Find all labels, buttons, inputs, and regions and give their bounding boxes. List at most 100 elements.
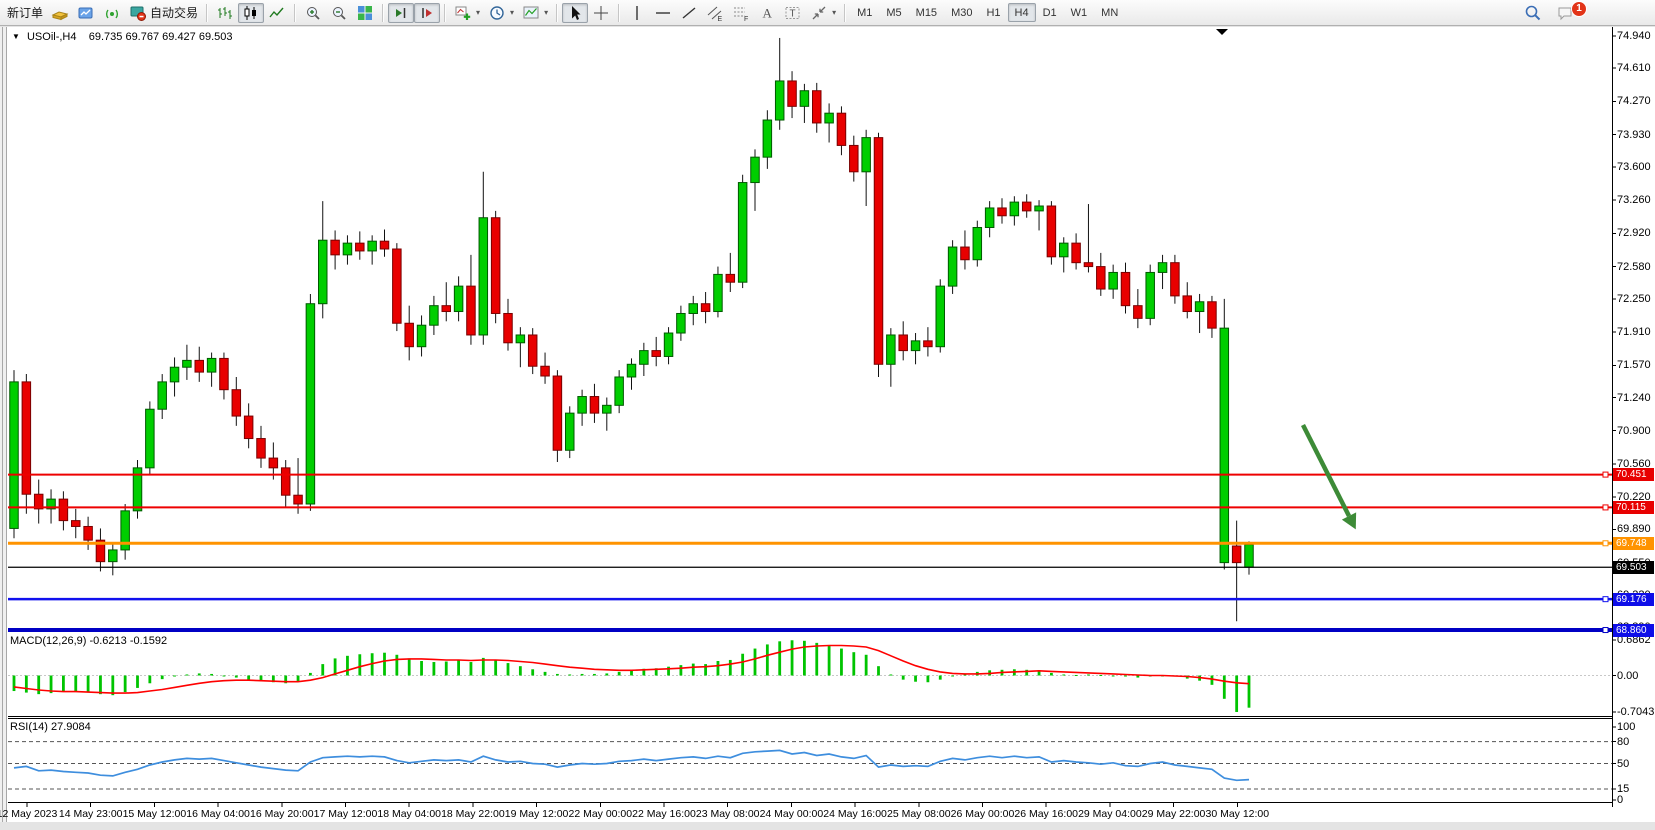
price-line-label[interactable]: 70.115 <box>1613 500 1654 514</box>
hline-button[interactable] <box>650 3 676 23</box>
left-gutter <box>0 27 7 822</box>
periods-button[interactable]: ▾ <box>484 3 518 23</box>
zoom-out-button[interactable] <box>326 3 352 23</box>
crosshair-button[interactable] <box>588 3 614 23</box>
price-tick-label: 74.610 <box>1617 62 1651 75</box>
price-line-label[interactable]: 69.748 <box>1613 536 1654 550</box>
date-label: 18 May 04:00 <box>377 808 442 820</box>
price-tick-label: 69.890 <box>1617 523 1651 536</box>
date-label: 18 May 22:00 <box>441 808 505 820</box>
zoom-in-button[interactable] <box>300 3 326 23</box>
line-handle[interactable] <box>1602 627 1609 634</box>
ohlc-values: 69.735 69.767 69.427 69.503 <box>88 31 233 43</box>
templates-button[interactable]: ▾ <box>518 3 552 23</box>
gold-bar-button[interactable] <box>47 3 73 23</box>
dropdown-caret-icon[interactable]: ▾ <box>832 8 837 17</box>
main-toolbar: 新订单 自动交易 ▾ ▾ ▾ E F A T ▾ M1 M5 M15 M30 H1 H4 D1 W1 MN 1 <box>0 0 1655 26</box>
down-arrow-annotation[interactable] <box>1300 423 1357 530</box>
indicators-icon <box>455 6 471 20</box>
timeframe-d1-button[interactable]: D1 <box>1042 7 1057 19</box>
tile-windows-button[interactable] <box>352 3 378 23</box>
line-handle[interactable] <box>1602 596 1609 603</box>
dropdown-caret-icon[interactable]: ▾ <box>476 8 481 17</box>
date-label: 14 May 23:00 <box>58 808 123 820</box>
price-tick-label: 74.270 <box>1617 95 1651 108</box>
timeframe-h1-button[interactable]: H1 <box>986 7 1001 19</box>
timeframe-w1-button[interactable]: W1 <box>1070 7 1088 19</box>
auto-scroll-button[interactable] <box>414 2 441 23</box>
dropdown-caret-icon[interactable]: ▾ <box>510 8 515 17</box>
cursor-button[interactable] <box>562 2 589 23</box>
price-tick-label: 73.600 <box>1617 160 1651 173</box>
shapes-button[interactable]: ▾ <box>806 3 840 23</box>
date-label: 19 May 12:00 <box>504 808 569 820</box>
auto-scroll-icon <box>422 7 433 18</box>
rsi-indicator-label: RSI(14) 27.9084 <box>10 721 91 733</box>
chevron-down-icon[interactable]: ▼ <box>12 32 20 41</box>
price-chart-canvas[interactable] <box>0 27 1655 822</box>
trendline-icon <box>682 6 696 19</box>
candles-chart-button[interactable] <box>238 2 265 23</box>
chart-shift-marker-icon[interactable] <box>1216 29 1228 35</box>
line-handle[interactable] <box>1602 540 1609 547</box>
notification-badge: 1 <box>1571 0 1587 17</box>
toolbar-separator <box>844 3 847 22</box>
rsi-line <box>13 749 1250 782</box>
timeframe-m15-button[interactable]: M15 <box>915 7 938 19</box>
line-handle[interactable] <box>1602 504 1609 511</box>
timeframe-m1-button[interactable]: M1 <box>857 7 873 19</box>
bars-chart-button[interactable] <box>212 3 238 23</box>
price-line-label[interactable]: 69.503 <box>1613 560 1654 574</box>
signal-button[interactable] <box>99 3 125 23</box>
channel-button[interactable]: E <box>702 3 728 23</box>
chart-window-icon <box>78 7 93 18</box>
line-chart-button[interactable] <box>264 3 290 23</box>
fibonacci-button[interactable]: F <box>728 3 754 23</box>
crosshair-icon <box>594 5 609 20</box>
price-tick-label: 73.930 <box>1617 128 1651 141</box>
line-handle[interactable] <box>1602 471 1609 478</box>
autotrade-button[interactable]: 自动交易 <box>125 3 202 23</box>
toolbar-separator <box>618 3 621 22</box>
notifications-button[interactable]: 1 <box>1552 0 1597 23</box>
timeframe-h4-button[interactable]: H4 <box>1007 3 1036 22</box>
text-icon: A <box>763 5 773 20</box>
price-line-label[interactable]: 70.451 <box>1613 468 1654 482</box>
price-lines[interactable] <box>8 471 1612 634</box>
text-label-button[interactable]: T <box>780 3 806 23</box>
price-tick-label: 72.250 <box>1617 292 1651 305</box>
date-label: 24 May 16:00 <box>823 808 887 820</box>
price-tick-label: 74.940 <box>1617 30 1651 42</box>
price-line-label[interactable]: 68.860 <box>1613 623 1654 637</box>
price-line-label[interactable]: 69.176 <box>1613 592 1654 606</box>
candle-wicks <box>13 37 1250 622</box>
symbol-period-label: USOil-,H4 <box>26 31 77 43</box>
signal-icon <box>105 9 119 18</box>
macd-scale-label: 0.00 <box>1617 669 1639 682</box>
candle-bodies <box>9 80 1254 568</box>
shapes-icon <box>812 6 826 19</box>
vline-button[interactable] <box>624 3 650 23</box>
new-order-label: 新订单 <box>7 6 44 20</box>
toolbar-right-icons: 1 <box>1520 0 1655 23</box>
tile-windows-icon <box>358 5 373 20</box>
dropdown-caret-icon[interactable]: ▾ <box>544 8 549 17</box>
search-icon <box>1525 5 1541 20</box>
candles-chart-icon <box>244 5 257 20</box>
chart-shift-button[interactable] <box>388 2 415 23</box>
search-button[interactable] <box>1520 3 1546 23</box>
date-label: 24 May 00:00 <box>759 808 824 820</box>
macd-scale-label: -0.7043 <box>1617 705 1655 718</box>
timeframe-m5-button[interactable]: M5 <box>886 7 902 19</box>
chart-window-button[interactable] <box>73 3 99 23</box>
chart-window[interactable]: ▼ USOil-,H4 69.735 69.767 69.427 69.503 … <box>0 27 1655 822</box>
indicators-button[interactable]: ▾ <box>450 3 484 23</box>
timeframe-mn-button[interactable]: MN <box>1101 7 1119 19</box>
axis-ticks <box>26 35 1616 807</box>
date-label: 29 May 04:00 <box>1078 808 1142 820</box>
text-label-icon: T <box>785 6 800 19</box>
text-button[interactable]: A <box>754 3 780 23</box>
trendline-button[interactable] <box>676 3 702 23</box>
timeframe-m30-button[interactable]: M30 <box>951 7 973 19</box>
new-order-button[interactable]: 新订单 <box>3 3 47 23</box>
